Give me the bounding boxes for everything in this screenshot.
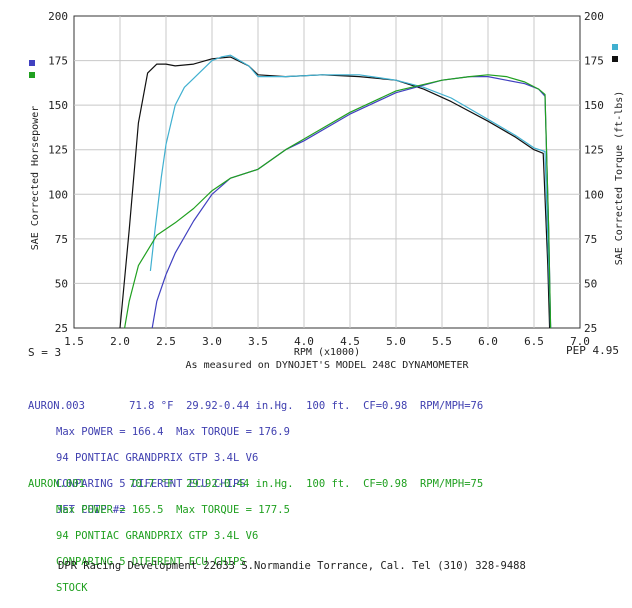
y-tick-label-right: 50 bbox=[584, 277, 597, 290]
run-blue-vehicle: 94 PONTIAC GRANDPRIX GTP 3.4L V6 bbox=[56, 452, 259, 464]
y-tick-label-left: 125 bbox=[48, 144, 68, 157]
x-axis-title: RPM (x1000) bbox=[294, 347, 360, 358]
y-tick-label-right: 200 bbox=[584, 10, 604, 23]
y-axis-title-left: SAE Corrected Horsepower bbox=[30, 106, 41, 251]
run-green-vehicle: 94 PONTIAC GRANDPRIX GTP 3.4L V6 bbox=[56, 530, 259, 542]
y-tick-label-right: 75 bbox=[584, 233, 597, 246]
y-tick-label-right: 25 bbox=[584, 322, 597, 335]
x-tick-label: 6.5 bbox=[524, 335, 544, 348]
x-tick-label: 1.5 bbox=[64, 335, 84, 348]
y-tick-label-left: 100 bbox=[48, 188, 68, 201]
y-ticks-left: 25 50 75 100 125 150 175 200 bbox=[48, 10, 68, 335]
y-tick-label-right: 125 bbox=[584, 144, 604, 157]
run-blue-peak: Max POWER = 166.4 Max TORQUE = 176.9 bbox=[56, 426, 290, 438]
legend-marker bbox=[29, 72, 35, 78]
x-tick-label: 5.0 bbox=[386, 335, 406, 348]
x-tick-label: 2.5 bbox=[156, 335, 176, 348]
series-line-1 bbox=[119, 56, 551, 329]
y-ticks-right: 25 50 75 100 125 150 175 200 bbox=[584, 10, 604, 335]
y-tick-label-left: 25 bbox=[55, 322, 68, 335]
y-tick-label-left: 150 bbox=[48, 99, 68, 112]
dyno-caption: As measured on DYNOJET'S MODEL 248C DYNA… bbox=[186, 360, 470, 370]
legend-marker bbox=[29, 60, 35, 66]
x-ticks: 1.5 2.0 2.5 3.0 3.5 4.0 4.5 5.0 5.5 6.0 6.5 7.0 bbox=[64, 335, 590, 348]
y-tick-label-left: 200 bbox=[48, 10, 68, 23]
run-green-header: AURON.001 70.7 °F 29.92-0.44 in.Hg. 100 … bbox=[28, 478, 483, 491]
x-tick-label: 5.5 bbox=[432, 335, 452, 348]
run-blue-chip: JET CHIP #2 bbox=[56, 504, 126, 516]
run-green-chip: STOCK bbox=[56, 582, 88, 594]
legend-marker bbox=[612, 44, 618, 50]
x-tick-label: 7.0 bbox=[570, 335, 590, 348]
series-line-4 bbox=[124, 74, 552, 329]
y-tick-label-right: 150 bbox=[584, 99, 604, 112]
plot-area bbox=[73, 15, 581, 329]
x-tick-label: 3.0 bbox=[202, 335, 222, 348]
y-tick-label-right: 100 bbox=[584, 188, 604, 201]
run-green-peak: Max POWER = 165.5 Max TORQUE = 177.5 bbox=[56, 504, 290, 516]
run-green-id: AURON.001 bbox=[28, 478, 85, 490]
series-line-2 bbox=[149, 54, 552, 329]
run-blue-conditions: 71.8 °F 29.92-0.44 in.Hg. 100 ft. CF=0.9… bbox=[129, 400, 484, 412]
run-blue-header: AURON.003 71.8 °F 29.92-0.44 in.Hg. 100 … bbox=[28, 400, 483, 413]
run-blue-info: AURON.003 71.8 °F 29.92-0.44 in.Hg. 100 … bbox=[28, 387, 483, 530]
legend-markers bbox=[29, 44, 618, 78]
dyno-chart: 1.5 2.0 2.5 3.0 3.5 4.0 4.5 5.0 5.5 6.0 6.5 7.0 25 5… bbox=[28, 10, 625, 370]
x-tick-label: 3.5 bbox=[248, 335, 268, 348]
smoothing-label: S = 3 bbox=[28, 346, 61, 359]
legend-marker bbox=[612, 56, 618, 62]
pep-label: PEP 4.95 bbox=[566, 344, 619, 357]
x-tick-label: 2.0 bbox=[110, 335, 130, 348]
run-blue-id: AURON.003 bbox=[28, 400, 85, 412]
footer-contact: DPR Racing Development 22633 S.Normandie… bbox=[58, 560, 526, 572]
x-tick-label: 4.5 bbox=[340, 335, 360, 348]
y-axis-title-right: SAE Corrected Torque (ft-lbs) bbox=[614, 91, 625, 266]
curves bbox=[119, 54, 552, 329]
run-green-note: CONPARING 5 DIFERENT ECU CHIPS bbox=[56, 556, 246, 568]
x-tick-label: 6.0 bbox=[478, 335, 498, 348]
y-tick-label-left: 75 bbox=[55, 233, 68, 246]
x-tick-label: 4.0 bbox=[294, 335, 314, 348]
y-tick-label-left: 175 bbox=[48, 55, 68, 68]
y-tick-label-left: 50 bbox=[55, 277, 68, 290]
y-tick-label-right: 175 bbox=[584, 55, 604, 68]
run-green-info: AURON.001 70.7 °F 29.92-0.44 in.Hg. 100 … bbox=[28, 465, 483, 608]
grid bbox=[74, 16, 580, 328]
run-blue-note: CONPARING 5 DIFERENT ECU CHIPS bbox=[56, 478, 246, 490]
run-green-conditions: 70.7 °F 29.92-0.44 in.Hg. 100 ft. CF=0.9… bbox=[129, 478, 484, 490]
